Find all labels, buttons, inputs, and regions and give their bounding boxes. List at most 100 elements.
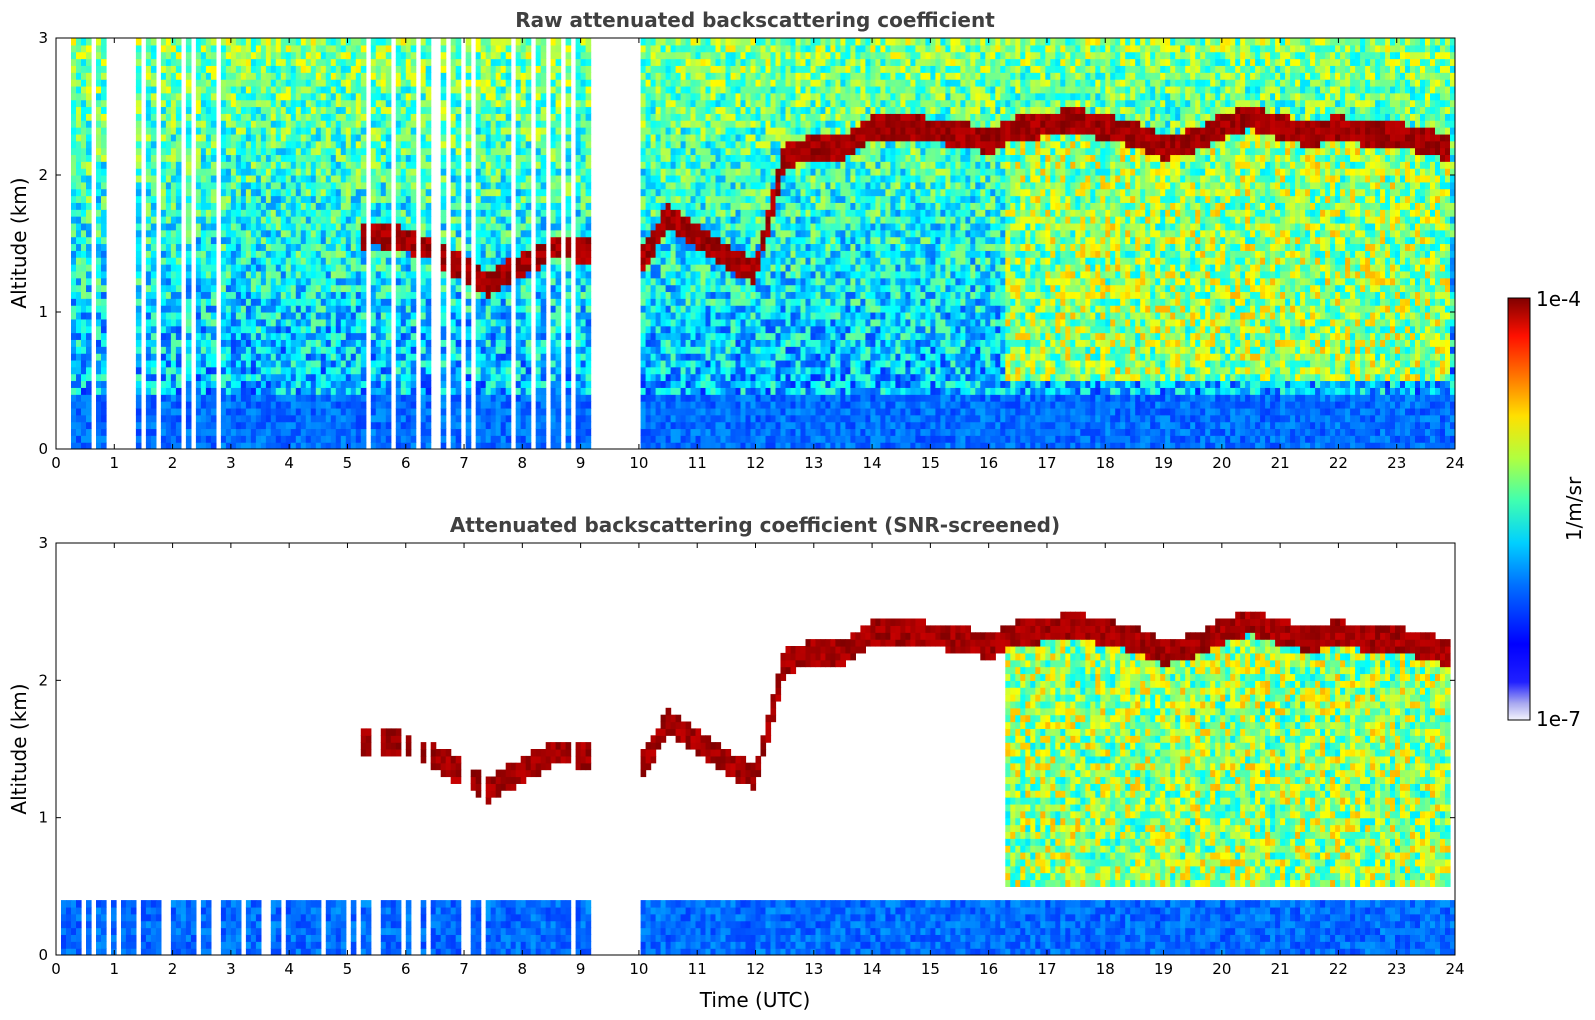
heatmap-cell	[495, 366, 502, 375]
heatmap-cell	[660, 414, 667, 423]
heatmap-cell	[450, 147, 457, 156]
heatmap-cell	[225, 58, 232, 66]
heatmap-cell	[500, 442, 507, 449]
heatmap-cell	[265, 291, 272, 299]
heatmap-cell	[335, 127, 342, 135]
heatmap-cell	[145, 181, 152, 190]
heatmap-cell	[250, 270, 257, 279]
heatmap-cell	[195, 154, 202, 162]
heatmap-cell	[355, 346, 362, 354]
heatmap-cell	[500, 161, 507, 169]
heatmap-cell	[345, 38, 352, 46]
heatmap-cell	[525, 38, 532, 46]
heatmap-cell	[550, 85, 557, 94]
heatmap-cell	[450, 175, 457, 183]
heatmap-cell	[485, 38, 492, 46]
heatmap-cell	[200, 298, 207, 306]
heatmap-cell	[96, 85, 102, 94]
heatmap-cell	[245, 99, 252, 108]
heatmap-cell	[290, 161, 297, 169]
heatmap-cell	[280, 407, 287, 416]
heatmap-cell	[305, 181, 312, 190]
heatmap-cell	[355, 236, 362, 245]
heatmap-cell	[425, 147, 432, 156]
heatmap-cell	[645, 353, 652, 361]
heatmap-cell	[86, 120, 92, 128]
heatmap-cell	[440, 305, 447, 313]
heatmap-cell	[410, 346, 417, 354]
heatmap-cell	[96, 181, 102, 190]
heatmap-cell	[315, 270, 322, 279]
heatmap-cell	[395, 202, 402, 210]
heatmap-cell	[505, 270, 512, 279]
heatmap-cell	[400, 264, 407, 272]
heatmap-cell	[440, 407, 447, 416]
heatmap-cell	[195, 72, 202, 80]
heatmap-cell	[555, 51, 562, 60]
heatmap-cell	[360, 79, 367, 87]
heatmap-cell	[350, 154, 357, 162]
heatmap-cell	[350, 298, 357, 306]
heatmap-cell	[405, 284, 412, 293]
heatmap-cell	[360, 401, 367, 409]
heatmap-cell	[265, 222, 272, 231]
heatmap-cell	[290, 72, 297, 80]
heatmap-cell	[305, 421, 312, 430]
heatmap-cell	[255, 264, 262, 272]
heatmap-cell	[71, 120, 77, 128]
heatmap-cell	[355, 359, 362, 368]
heatmap-cell	[480, 401, 487, 409]
heatmap-cell	[220, 270, 227, 279]
heatmap-cell	[290, 202, 297, 210]
heatmap-cell	[345, 147, 352, 156]
heatmap-cell	[195, 291, 202, 299]
heatmap-cell	[270, 209, 277, 217]
heatmap-cell	[315, 332, 322, 340]
heatmap-cell	[335, 222, 342, 231]
heatmap-cell	[355, 305, 362, 313]
heatmap-cell	[410, 222, 417, 231]
heatmap-cell	[340, 339, 347, 347]
heatmap-cell	[575, 222, 582, 231]
heatmap-cell	[170, 222, 177, 231]
heatmap-cell	[485, 257, 492, 265]
heatmap-cell	[150, 140, 157, 149]
heatmap-cell	[645, 51, 652, 60]
heatmap-cell	[440, 175, 447, 183]
heatmap-cell	[195, 332, 202, 340]
heatmap-cell	[395, 277, 402, 286]
heatmap-cell	[465, 312, 472, 320]
heatmap-cell	[205, 133, 212, 142]
heatmap-cell	[195, 38, 202, 46]
heatmap-cell	[360, 133, 367, 142]
heatmap-cell	[200, 359, 207, 368]
heatmap-cell	[71, 387, 77, 395]
heatmap-cell	[160, 58, 167, 66]
heatmap-cell	[645, 140, 652, 149]
heatmap-cell	[320, 387, 327, 395]
heatmap-cell	[81, 270, 87, 279]
heatmap-cell	[150, 373, 157, 382]
heatmap-cell	[585, 277, 592, 286]
heatmap-cell	[310, 106, 317, 114]
heatmap-cell	[395, 147, 402, 156]
heatmap-cell	[255, 305, 262, 313]
heatmap-cell	[235, 72, 242, 80]
heatmap-cell	[520, 243, 527, 251]
heatmap-cell	[405, 85, 412, 94]
heatmap-cell	[380, 168, 387, 176]
heatmap-cell	[405, 414, 412, 423]
heatmap-cell	[490, 305, 497, 313]
heatmap-cell	[370, 175, 377, 183]
heatmap-cell	[585, 140, 592, 149]
heatmap-cell	[150, 250, 157, 258]
heatmap-cell	[170, 188, 177, 197]
heatmap-cell	[330, 127, 337, 135]
heatmap-cell	[225, 133, 232, 142]
heatmap-cell	[205, 195, 212, 203]
heatmap-cell	[76, 366, 82, 375]
heatmap-cell	[420, 140, 427, 149]
heatmap-cell	[395, 106, 402, 114]
heatmap-cell	[380, 181, 387, 190]
